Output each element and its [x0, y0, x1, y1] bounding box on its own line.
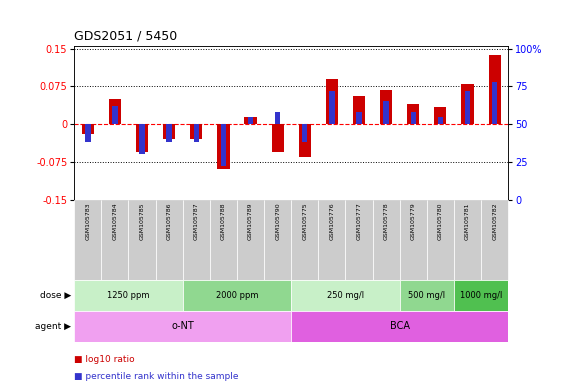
Text: GSM105781: GSM105781: [465, 202, 470, 240]
Bar: [85, 124, 90, 142]
Text: 1250 ppm: 1250 ppm: [107, 291, 150, 300]
Bar: [400, 280, 454, 311]
Bar: [356, 112, 362, 124]
Bar: [74, 280, 183, 311]
Bar: [353, 96, 365, 124]
Bar: [190, 124, 202, 139]
Bar: [112, 106, 118, 124]
Text: GSM105778: GSM105778: [384, 202, 389, 240]
Bar: [291, 200, 319, 280]
Bar: [380, 90, 392, 124]
Text: GSM105787: GSM105787: [194, 202, 199, 240]
Bar: [454, 280, 508, 311]
Bar: [74, 200, 102, 280]
Bar: [82, 124, 94, 134]
Bar: [272, 124, 284, 152]
Text: GSM105789: GSM105789: [248, 202, 253, 240]
Bar: [461, 84, 473, 124]
Bar: [435, 106, 447, 124]
Bar: [218, 124, 230, 169]
Text: GDS2051 / 5450: GDS2051 / 5450: [74, 29, 178, 42]
Bar: [155, 200, 183, 280]
Bar: [128, 200, 155, 280]
Text: GSM105786: GSM105786: [167, 202, 172, 240]
Text: GSM105783: GSM105783: [85, 202, 90, 240]
Bar: [183, 280, 291, 311]
Bar: [407, 104, 419, 124]
Bar: [465, 91, 470, 124]
Bar: [291, 311, 508, 342]
Text: ■ percentile rank within the sample: ■ percentile rank within the sample: [74, 372, 239, 381]
Bar: [139, 124, 145, 154]
Bar: [326, 79, 338, 124]
Bar: [74, 311, 291, 342]
Bar: [136, 124, 148, 152]
Bar: [291, 280, 400, 311]
Bar: [372, 200, 400, 280]
Bar: [264, 200, 291, 280]
Text: ■ log10 ratio: ■ log10 ratio: [74, 354, 135, 364]
Bar: [400, 200, 427, 280]
Bar: [167, 124, 172, 142]
Text: o-NT: o-NT: [171, 321, 194, 331]
Bar: [437, 117, 443, 124]
Text: GSM105788: GSM105788: [221, 202, 226, 240]
Text: GSM105782: GSM105782: [492, 202, 497, 240]
Text: GSM105784: GSM105784: [112, 202, 118, 240]
Bar: [299, 124, 311, 157]
Bar: [454, 200, 481, 280]
Text: dose ▶: dose ▶: [40, 291, 71, 300]
Text: GSM105775: GSM105775: [302, 202, 307, 240]
Text: agent ▶: agent ▶: [35, 322, 71, 331]
Bar: [427, 200, 454, 280]
Bar: [275, 112, 280, 124]
Text: BCA: BCA: [389, 321, 410, 331]
Text: 250 mg/l: 250 mg/l: [327, 291, 364, 300]
Bar: [329, 91, 335, 124]
Bar: [102, 200, 128, 280]
Text: 2000 ppm: 2000 ppm: [216, 291, 258, 300]
Bar: [194, 124, 199, 142]
Text: 1000 mg/l: 1000 mg/l: [460, 291, 502, 300]
Text: GSM105780: GSM105780: [438, 202, 443, 240]
Bar: [302, 124, 307, 142]
Bar: [489, 55, 501, 124]
Bar: [210, 200, 237, 280]
Text: GSM105785: GSM105785: [139, 202, 144, 240]
Text: GSM105790: GSM105790: [275, 202, 280, 240]
Bar: [345, 200, 372, 280]
Bar: [244, 117, 256, 124]
Bar: [481, 200, 508, 280]
Bar: [163, 124, 175, 139]
Text: GSM105779: GSM105779: [411, 202, 416, 240]
Bar: [237, 200, 264, 280]
Text: GSM105777: GSM105777: [356, 202, 361, 240]
Bar: [183, 200, 210, 280]
Bar: [411, 112, 416, 124]
Bar: [220, 124, 226, 166]
Bar: [492, 82, 497, 124]
Bar: [109, 99, 121, 124]
Text: 500 mg/l: 500 mg/l: [408, 291, 445, 300]
Bar: [319, 200, 345, 280]
Bar: [384, 101, 389, 124]
Bar: [248, 117, 254, 124]
Text: GSM105776: GSM105776: [329, 202, 335, 240]
